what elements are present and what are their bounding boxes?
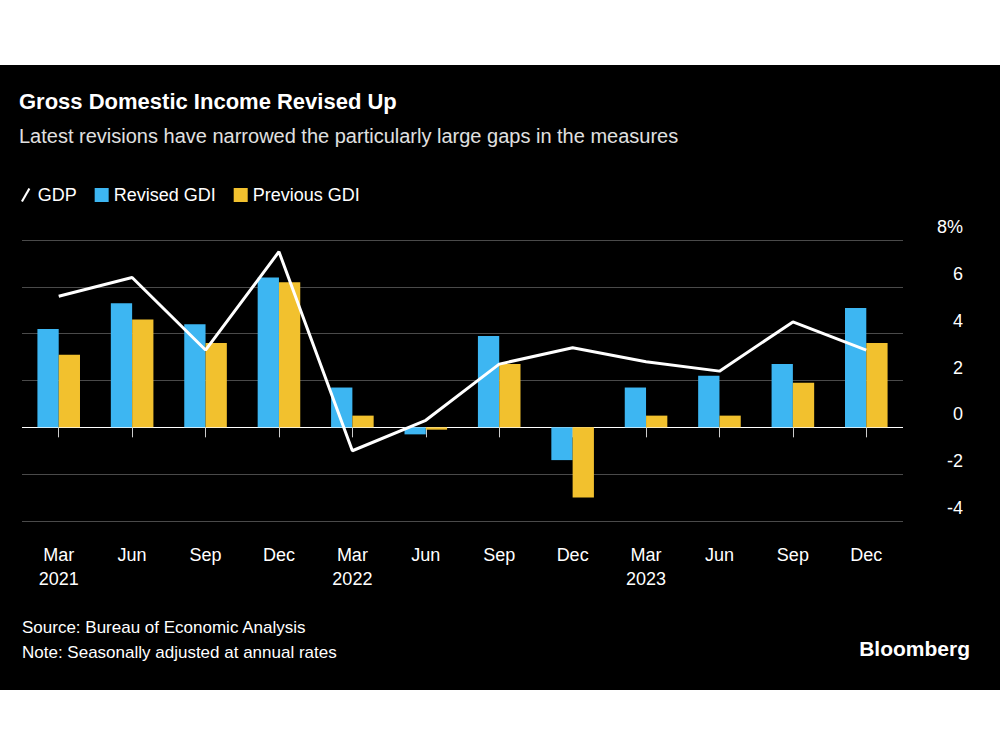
svg-text:Sep: Sep — [777, 545, 809, 565]
svg-text:Previous GDI: Previous GDI — [253, 185, 360, 205]
svg-text:Mar: Mar — [631, 545, 662, 565]
svg-text:Note: Seasonally adjusted at a: Note: Seasonally adjusted at annual rate… — [22, 643, 337, 662]
svg-text:-4: -4 — [947, 498, 963, 518]
svg-text:-2: -2 — [947, 451, 963, 471]
svg-text:Mar: Mar — [43, 545, 74, 565]
svg-text:Gross Domestic Income Revised: Gross Domestic Income Revised Up — [19, 89, 397, 114]
svg-text:Jun: Jun — [705, 545, 734, 565]
svg-text:2: 2 — [953, 358, 963, 378]
svg-text:4: 4 — [953, 311, 963, 331]
svg-text:Revised GDI: Revised GDI — [114, 185, 216, 205]
svg-text:0: 0 — [953, 404, 963, 424]
svg-text:2021: 2021 — [39, 569, 79, 589]
svg-text:Dec: Dec — [850, 545, 882, 565]
svg-text:Dec: Dec — [557, 545, 589, 565]
svg-text:Jun: Jun — [411, 545, 440, 565]
svg-text:Latest revisions have narrowed: Latest revisions have narrowed the parti… — [19, 125, 678, 147]
svg-text:2023: 2023 — [626, 569, 666, 589]
svg-text:Jun: Jun — [118, 545, 147, 565]
svg-text:8%: 8% — [937, 217, 963, 237]
svg-text:Bloomberg: Bloomberg — [859, 637, 970, 660]
svg-text:GDP: GDP — [38, 185, 77, 205]
svg-text:Sep: Sep — [483, 545, 515, 565]
svg-text:2022: 2022 — [332, 569, 372, 589]
svg-text:Sep: Sep — [190, 545, 222, 565]
svg-text:6: 6 — [953, 264, 963, 284]
svg-text:Dec: Dec — [263, 545, 295, 565]
svg-text:Mar: Mar — [337, 545, 368, 565]
svg-text:Source: Bureau of Economic Ana: Source: Bureau of Economic Analysis — [22, 618, 305, 637]
